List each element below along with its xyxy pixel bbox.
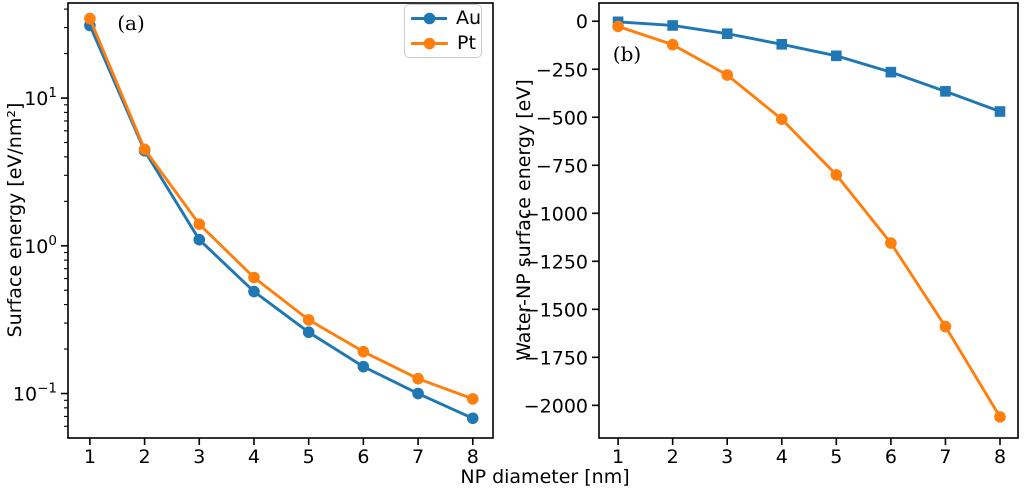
panel-a-plot-canvas: 1 2 3 4 5 6 7 8 101 100 10−1: [13, 2, 494, 468]
x-tick-label: 8: [994, 446, 1006, 468]
data-point: [248, 285, 260, 298]
y-tick-label: 10−1: [13, 381, 57, 406]
x-axis-ticks: 1 2 3 4 5 6 7 8: [612, 438, 1006, 468]
data-point: [302, 314, 315, 326]
data-point: [193, 233, 206, 246]
data-point: [466, 412, 479, 425]
x-tick-label: 1: [612, 446, 624, 468]
data-point: [302, 326, 315, 339]
data-point: [885, 237, 897, 249]
x-tick-label: 7: [939, 446, 951, 468]
data-point: [830, 169, 843, 181]
y-tick-label: −250: [536, 59, 588, 81]
legend-item-au: Au: [411, 8, 481, 30]
data-point: [466, 393, 479, 405]
series-au-markers: [84, 19, 479, 425]
data-point: [885, 66, 897, 78]
y-tick-label: −1750: [524, 347, 588, 369]
data-point: [138, 143, 151, 156]
y-tick-label: −1250: [524, 251, 588, 273]
data-point: [84, 12, 96, 25]
panel-a-letter: (a): [117, 11, 145, 35]
data-point: [248, 271, 260, 284]
x-tick-label: 3: [721, 446, 733, 468]
data-point: [612, 20, 624, 33]
x-tick-label: 5: [303, 446, 315, 468]
data-point: [193, 218, 206, 231]
y-tick-label: −500: [536, 107, 588, 129]
y-axis-ticks: 101 100 10−1: [13, 85, 68, 406]
x-tick-label: 6: [357, 446, 369, 468]
data-point: [666, 38, 679, 51]
y-tick-label: −2000: [524, 395, 588, 417]
x-tick-label: 3: [193, 446, 205, 468]
series-pt-line: [616, 24, 1002, 419]
x-tick-label: 6: [885, 446, 897, 468]
series-au-line: [88, 24, 475, 420]
y-axis-minor-ticks: [64, 8, 68, 427]
x-tick-label: 4: [248, 446, 260, 468]
legend-line-marker-pt: [411, 37, 448, 50]
y-tick-label: 101: [24, 85, 57, 110]
y-tick-label: −1000: [524, 203, 588, 225]
x-tick-label: 7: [412, 446, 424, 468]
series-pt-markers: [84, 12, 479, 405]
y-tick-label: 0: [576, 11, 588, 33]
series-pt-line: [88, 17, 475, 401]
data-point: [721, 28, 733, 40]
x-axis-label: NP diameter [nm]: [460, 466, 630, 488]
x-tick-label: 2: [667, 446, 679, 468]
panel-b-plot-canvas: 1 2 3 4 5 6 7 8 0 −250 −500 −750 −1000 −1250 −1500 −175…: [524, 2, 1019, 468]
y-tick-label: 100: [24, 233, 57, 258]
x-tick-label: 4: [776, 446, 788, 468]
x-tick-label: 5: [830, 446, 842, 468]
x-tick-label: 2: [139, 446, 151, 468]
data-point: [667, 20, 678, 31]
series-au-line: [616, 20, 1002, 113]
data-point: [994, 106, 1006, 117]
data-point: [357, 360, 370, 373]
legend-item-pt: Pt: [411, 33, 481, 55]
series-pt-markers: [612, 20, 1006, 423]
series-au-markers: [612, 16, 1006, 117]
data-point: [939, 320, 952, 333]
data-point: [357, 345, 370, 358]
data-point: [721, 69, 734, 81]
data-point: [775, 113, 788, 125]
data-point: [831, 50, 842, 62]
x-axis-ticks: 1 2 3 4 5 6 7 8: [84, 438, 479, 468]
legend-label-pt: Pt: [457, 32, 476, 54]
panel-b-y-axis-label: Water-NP surface energy [eV]: [513, 79, 535, 361]
data-point: [412, 387, 424, 400]
y-axis-ticks: 0 −250 −500 −750 −1000 −1250 −1500 −1750 −2000: [524, 11, 599, 417]
legend-label-au: Au: [455, 7, 481, 29]
axes-frame: [67, 2, 494, 439]
data-point: [940, 86, 951, 97]
y-tick-label: −1500: [524, 299, 588, 321]
y-tick-label: −750: [536, 155, 588, 177]
x-tick-label: 1: [84, 446, 96, 468]
x-tick-label: 8: [467, 446, 479, 468]
data-point: [994, 411, 1006, 423]
panel-a-y-axis-label: Surface energy [eV/nm²]: [4, 102, 26, 338]
legend-line-marker-au: [411, 12, 447, 25]
panel-b-letter: (b): [612, 42, 642, 66]
axes-frame: [598, 2, 1019, 439]
data-point: [776, 38, 788, 50]
data-point: [412, 372, 424, 385]
legend: Au Pt: [404, 4, 482, 58]
